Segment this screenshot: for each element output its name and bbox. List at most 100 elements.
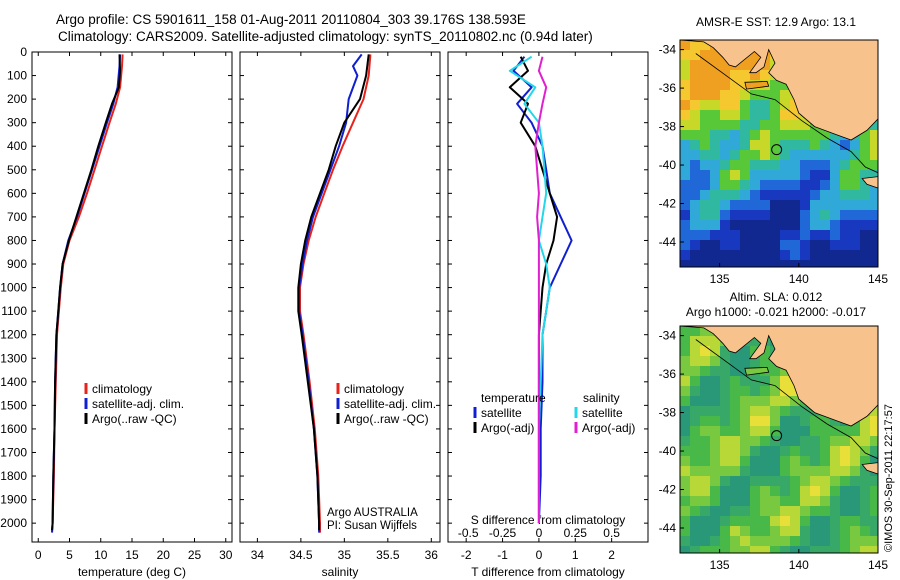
x-tick-label: 15 bbox=[125, 548, 139, 562]
map-cell bbox=[840, 230, 851, 241]
map-cell bbox=[780, 536, 791, 547]
map-cell bbox=[710, 516, 721, 527]
map-cell bbox=[730, 546, 741, 553]
map-cell bbox=[690, 326, 701, 337]
map-cell bbox=[750, 536, 761, 547]
map-cell bbox=[870, 240, 878, 251]
map-cell bbox=[830, 260, 841, 267]
map-cell bbox=[870, 536, 878, 547]
map-cell bbox=[800, 230, 811, 241]
map-cell bbox=[750, 416, 761, 427]
map-cell bbox=[800, 130, 811, 141]
map-cell bbox=[760, 416, 771, 427]
map-cell bbox=[870, 220, 878, 231]
map-cell bbox=[720, 170, 731, 181]
map-cell bbox=[760, 346, 771, 357]
map-cell bbox=[860, 526, 871, 537]
landmass-tasmania bbox=[861, 462, 878, 475]
map-cell bbox=[720, 406, 731, 417]
map-cell bbox=[690, 396, 701, 407]
map-cell bbox=[850, 180, 861, 191]
y-tick-label: 1700 bbox=[0, 445, 27, 459]
map-cell bbox=[680, 486, 691, 497]
map-y-tick-label: -40 bbox=[659, 444, 677, 458]
map-cell bbox=[730, 150, 741, 161]
map-cell bbox=[720, 546, 731, 553]
map-cell bbox=[750, 130, 761, 141]
map-cell bbox=[690, 446, 701, 457]
map-cell bbox=[700, 50, 711, 61]
map-cell bbox=[870, 230, 878, 241]
map-cell bbox=[860, 260, 871, 267]
map-cell bbox=[840, 250, 851, 261]
map-cell bbox=[860, 496, 871, 507]
map-cell bbox=[830, 506, 841, 517]
top-tick-label: -0.5 bbox=[458, 526, 479, 540]
map-cell bbox=[860, 486, 871, 497]
map-cell bbox=[860, 210, 871, 221]
plot-frame bbox=[31, 51, 233, 543]
map-cell bbox=[860, 546, 871, 553]
map-cell bbox=[860, 190, 871, 201]
map-cell bbox=[800, 220, 811, 231]
map-cell bbox=[850, 160, 861, 171]
map-cell bbox=[720, 436, 731, 447]
map-cell bbox=[700, 476, 711, 487]
map-cell bbox=[750, 110, 761, 121]
map-cell bbox=[690, 140, 701, 151]
map-cell bbox=[870, 546, 878, 553]
map-y-tick-label: -44 bbox=[659, 521, 677, 535]
y-tick-label: 1800 bbox=[0, 469, 27, 483]
map-cell bbox=[840, 426, 851, 437]
map-cell bbox=[680, 426, 691, 437]
map-cell bbox=[690, 426, 701, 437]
map-cell bbox=[830, 230, 841, 241]
map-cell bbox=[730, 120, 741, 131]
map-cell bbox=[810, 526, 821, 537]
map-cell bbox=[710, 526, 721, 537]
map-cell bbox=[860, 436, 871, 447]
map-cell bbox=[730, 446, 741, 457]
map-cell bbox=[750, 396, 761, 407]
map-cell bbox=[690, 250, 701, 261]
map-cell bbox=[840, 536, 851, 547]
x-tick-label: 34.5 bbox=[289, 548, 313, 562]
map-cell bbox=[830, 456, 841, 467]
map-cell bbox=[690, 536, 701, 547]
map-cell bbox=[850, 546, 861, 553]
map-cell bbox=[770, 90, 781, 101]
map-cell bbox=[810, 416, 821, 427]
map-cell bbox=[730, 200, 741, 211]
panel-salinity: 34 34.5 35 35.5 36 salinity climatologysatelli… bbox=[239, 51, 441, 579]
map-cell bbox=[830, 210, 841, 221]
map-cell bbox=[730, 170, 741, 181]
map-cell bbox=[740, 506, 751, 517]
map-cell bbox=[730, 100, 741, 111]
map-cell bbox=[700, 356, 711, 367]
map-cell bbox=[700, 190, 711, 201]
map-cell bbox=[870, 426, 878, 437]
y-tick-label: 100 bbox=[7, 69, 27, 83]
map-cell bbox=[680, 100, 691, 111]
map-cell bbox=[730, 486, 741, 497]
map-cell bbox=[820, 260, 831, 267]
map-cell bbox=[800, 260, 811, 267]
map-cell bbox=[690, 70, 701, 81]
map-cell bbox=[680, 230, 691, 241]
x-tick-label: -2 bbox=[461, 548, 472, 562]
map-cell bbox=[850, 190, 861, 201]
x-tick-label: 1 bbox=[572, 548, 579, 562]
map-cell bbox=[710, 90, 721, 101]
map-cell bbox=[870, 506, 878, 517]
map-cell bbox=[710, 140, 721, 151]
map-cell bbox=[810, 130, 821, 141]
map-cell bbox=[760, 406, 771, 417]
map-cell bbox=[710, 416, 721, 427]
map-cell bbox=[750, 436, 761, 447]
map-cell bbox=[720, 516, 731, 527]
map-cell bbox=[730, 110, 741, 121]
legend-entry: climatology bbox=[92, 382, 152, 396]
map-frame bbox=[679, 325, 879, 554]
map-cell bbox=[760, 150, 771, 161]
map-cell bbox=[710, 496, 721, 507]
